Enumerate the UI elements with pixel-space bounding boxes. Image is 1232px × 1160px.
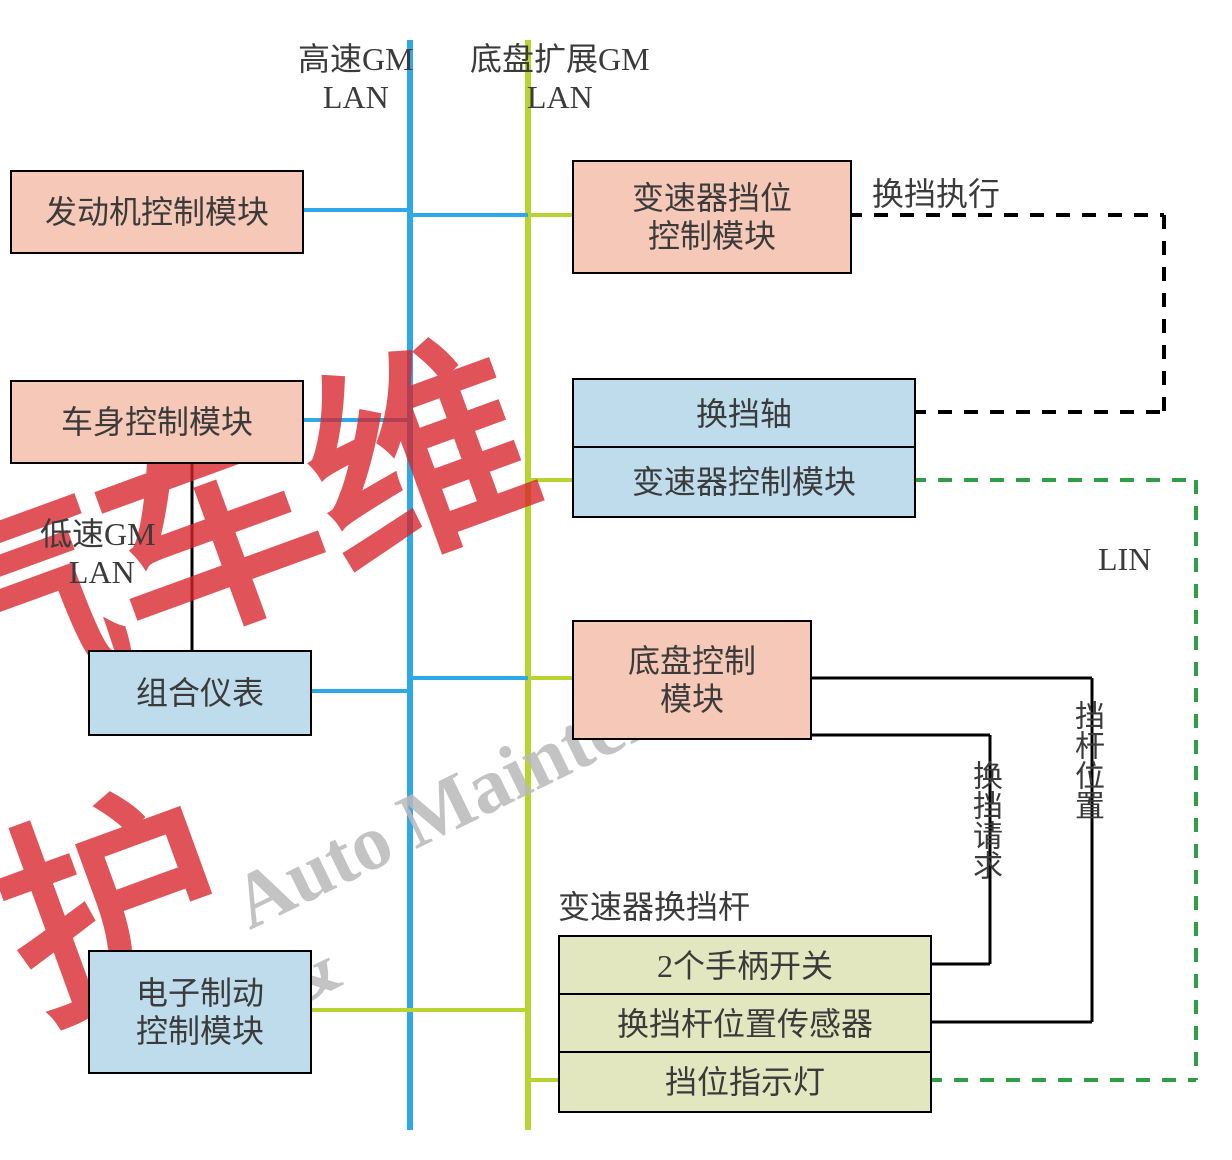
label-lin: LIN — [1098, 540, 1151, 578]
bus-label-chassis: 底盘扩展GM LAN — [470, 40, 650, 117]
node-transmission-control: 变速器控制模块 — [572, 446, 916, 518]
bus-label-highspeed: 高速GM LAN — [298, 40, 414, 117]
node-gear-indicator-lamp: 挡位指示灯 — [558, 1051, 932, 1113]
label-lowspeed-lan: 低速GM LAN — [40, 515, 156, 592]
node-body-control: 车身控制模块 — [10, 380, 304, 464]
label-shift-execute: 换挡执行 — [872, 175, 1000, 213]
diagram-stage: 汽车维 护 Auto Maintenance & 高速GM LAN 底盘扩展GM… — [0, 0, 1232, 1160]
node-lever-position-sensor: 换挡杆位置传感器 — [558, 993, 932, 1055]
node-engine-control: 发动机控制模块 — [10, 170, 304, 254]
label-lever-title: 变速器换挡杆 — [558, 888, 750, 926]
node-electronic-brake: 电子制动 控制模块 — [88, 950, 312, 1074]
node-handle-switches: 2个手柄开关 — [558, 935, 932, 997]
vlabel-shift-request: 换挡请求 — [966, 760, 1002, 880]
node-shift-shaft: 换挡轴 — [572, 378, 916, 450]
vlabel-lever-position: 挡杆位置 — [1068, 700, 1104, 820]
node-instrument-cluster: 组合仪表 — [88, 650, 312, 736]
node-shift-position-module: 变速器挡位 控制模块 — [572, 160, 852, 274]
node-chassis-control: 底盘控制 模块 — [572, 620, 812, 740]
